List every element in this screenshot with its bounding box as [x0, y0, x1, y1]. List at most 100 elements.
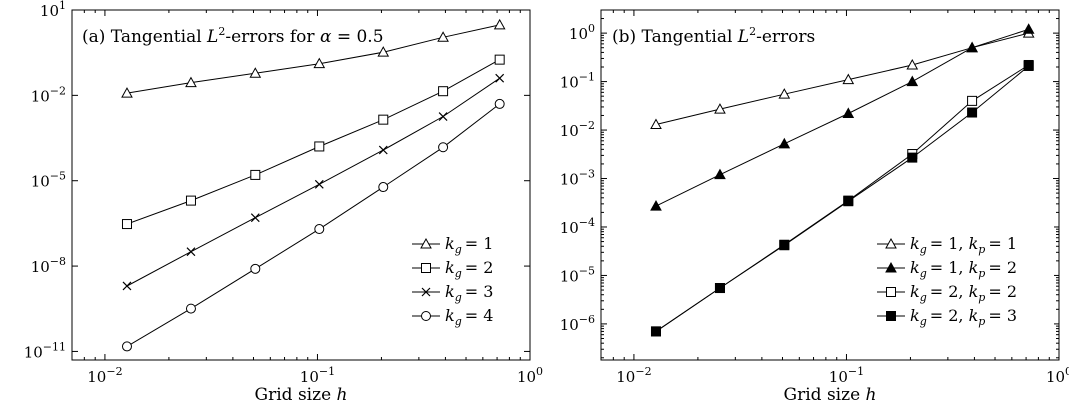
panel-b-series-1-point-3	[778, 88, 791, 99]
panel-b-legend-label-1: kg = 1, kp = 1	[910, 234, 1017, 256]
panel-a-y-tick-label-1-base: 10	[31, 258, 50, 276]
panel-b-y-tick-label-6: 100	[569, 22, 595, 43]
panel-a-title: (a) Tangential L2-errors for α = 0.5	[82, 25, 384, 47]
legend-rest-1: = 2,	[930, 306, 969, 325]
legend-subscript-g: g	[455, 291, 462, 304]
panel-a-legend-label-3: kg = 3	[445, 282, 493, 304]
panel-b-series-2-point-4	[842, 107, 855, 118]
legend-subscript-g: g	[920, 243, 927, 256]
panel-b-title-L: L	[737, 27, 749, 47]
legend-rest-2: = 2	[988, 282, 1017, 301]
panel-b-y-tick-label-1-exp: −5	[579, 264, 595, 277]
panel-b-series-1-point-1	[650, 118, 662, 130]
panel-a-x-tick-label-2-base: 10	[517, 368, 536, 386]
panel-b-legend-entry-4: kg = 2, kp = 3	[877, 306, 1017, 328]
panel-a-y-tick-label-0: 10−11	[24, 340, 66, 361]
panel-a-legend-swatch-marker	[421, 263, 431, 273]
panel-a-x-axis-label-var: h	[337, 385, 348, 405]
panel-b-series-4	[650, 60, 1034, 337]
panel-a-series-3-point-4	[314, 179, 324, 189]
panel-b-y-tick-label-0-base: 10	[560, 316, 579, 334]
panel-a-title-prefix: (a) Tangential	[82, 27, 207, 47]
panel-b-legend-swatch-marker	[885, 261, 897, 273]
panel-b-series-2-point-3	[778, 137, 791, 149]
panel-a-y-tick-label-1-exp: −8	[50, 255, 66, 268]
panel-b-series-1-point-5	[906, 58, 919, 70]
panel-a-title-alpha: α	[320, 27, 332, 47]
panel-a-series-3-point-6	[438, 112, 448, 121]
panel-a-series-2-point-5	[378, 114, 389, 125]
panel-a-y-tick-label-3-base: 10	[31, 87, 50, 105]
legend-rest-2: = 3	[988, 306, 1017, 325]
panel-b-legend-label-3: kg = 2, kp = 2	[910, 282, 1017, 304]
legend-k: k	[910, 234, 920, 253]
panel-b-legend-box	[872, 224, 1054, 352]
panel-b-x-tick-label-1-base: 10	[829, 368, 848, 386]
legend-k: k	[910, 306, 920, 325]
panel-a-x-axis-label-text: Grid size	[255, 385, 337, 405]
panel-b-y-tick-label-3: 10−3	[560, 168, 595, 189]
panel-b-series-4-point-7	[1023, 60, 1034, 71]
legend-rest-2: = 1	[988, 234, 1017, 253]
legend-rest-1: = 1,	[930, 234, 969, 253]
panel-b-x-tick-label-0: 10−2	[616, 365, 651, 386]
panel-b-series-2-line	[655, 28, 1029, 207]
panel-b-legend-entry-2: kg = 1, kp = 2	[877, 258, 1017, 280]
panel-a-legend: kg = 1kg = 2kg = 3kg = 4	[406, 224, 524, 352]
panel-b-legend-swatch-marker	[886, 311, 896, 321]
panel-b-x-tick-label-0-exp: −2	[635, 365, 651, 378]
panel-a-series-3-point-2	[186, 247, 196, 257]
panel-b-y-tick-label-5: 10−1	[560, 71, 595, 92]
panel-a-y-tick-label-4: 101	[40, 0, 66, 20]
panel-b-legend-label-2: kg = 1, kp = 2	[910, 258, 1017, 280]
panel-a-plot-frame	[71, 9, 531, 361]
panel-a-legend-label-4: kg = 4	[445, 306, 493, 328]
panel-b-y-tick-label-1-base: 10	[560, 267, 579, 285]
panel-a-series-2-point-2	[185, 195, 196, 206]
panel-b-series-2-point-7	[1022, 23, 1035, 34]
panel-a-title-suffix: -errors for	[225, 27, 320, 47]
legend-subscript-p: p	[978, 291, 985, 304]
panel-a-x-tick-label-1-base: 10	[300, 368, 319, 386]
panel-b-legend-entry-1: kg = 1, kp = 1	[877, 234, 1017, 256]
panel-a-series-2-point-6	[438, 86, 449, 97]
panel-a-series-1-point-5	[377, 46, 390, 57]
panel-a-legend-entry-4: kg = 4	[412, 306, 493, 328]
legend-k: k	[445, 306, 455, 325]
panel-b-y-tick-label-2-base: 10	[560, 219, 579, 237]
panel-a-x-tick-label-0: 10−2	[87, 365, 122, 386]
panel-b-y-tick-label-1: 10−5	[560, 264, 595, 285]
panel-b-series-2-point-6	[966, 41, 978, 53]
panel-a-y-tick-label-2-base: 10	[31, 173, 50, 191]
panel-b-x-tick-label-2: 100	[1046, 365, 1069, 386]
panel-a-series-2-point-7	[494, 54, 505, 65]
panel-a-y-tick-label-4-base: 10	[40, 2, 59, 20]
panel-a-series-1-point-6	[437, 31, 449, 42]
panel-b-series-2-point-1	[650, 200, 662, 211]
panel-b-title-sup: 2	[749, 25, 756, 38]
panel-b-x-axis-label-var: h	[866, 385, 877, 405]
panel-b-series-2-point-2	[714, 168, 726, 180]
legend-rest: = 4	[465, 306, 494, 325]
panel-a-series-1-point-7	[493, 18, 506, 30]
panel-b-y-tick-label-0-exp: −6	[579, 313, 595, 326]
panel-b-y-tick-label-4: 10−2	[560, 119, 595, 140]
panel-b-x-tick-label-2-exp: 0	[1065, 365, 1069, 378]
panel-a-x-tick-label-2: 100	[517, 365, 543, 386]
legend-subscript-p: p	[978, 267, 985, 280]
panel-a-series-4	[121, 98, 505, 352]
legend-k: k	[445, 282, 455, 301]
panel-a-series-4-point-7	[494, 98, 505, 109]
panel-a-legend-swatch-marker	[421, 287, 431, 297]
legend-k-2: k	[969, 306, 979, 325]
legend-rest: = 1	[465, 234, 494, 253]
panel-a-y-tick-label-0-exp: −11	[43, 340, 66, 353]
panel-a-y-tick-label-0-base: 10	[24, 343, 43, 361]
legend-rest: = 2	[465, 258, 494, 277]
panel-b-y-tick-label-4-base: 10	[560, 122, 579, 140]
panel-b-series-2	[650, 23, 1035, 211]
panel-b-series-2-point-5	[906, 75, 919, 87]
panel-a-title-sup: 2	[218, 25, 225, 38]
panel-a-series-3-point-7	[495, 73, 505, 83]
